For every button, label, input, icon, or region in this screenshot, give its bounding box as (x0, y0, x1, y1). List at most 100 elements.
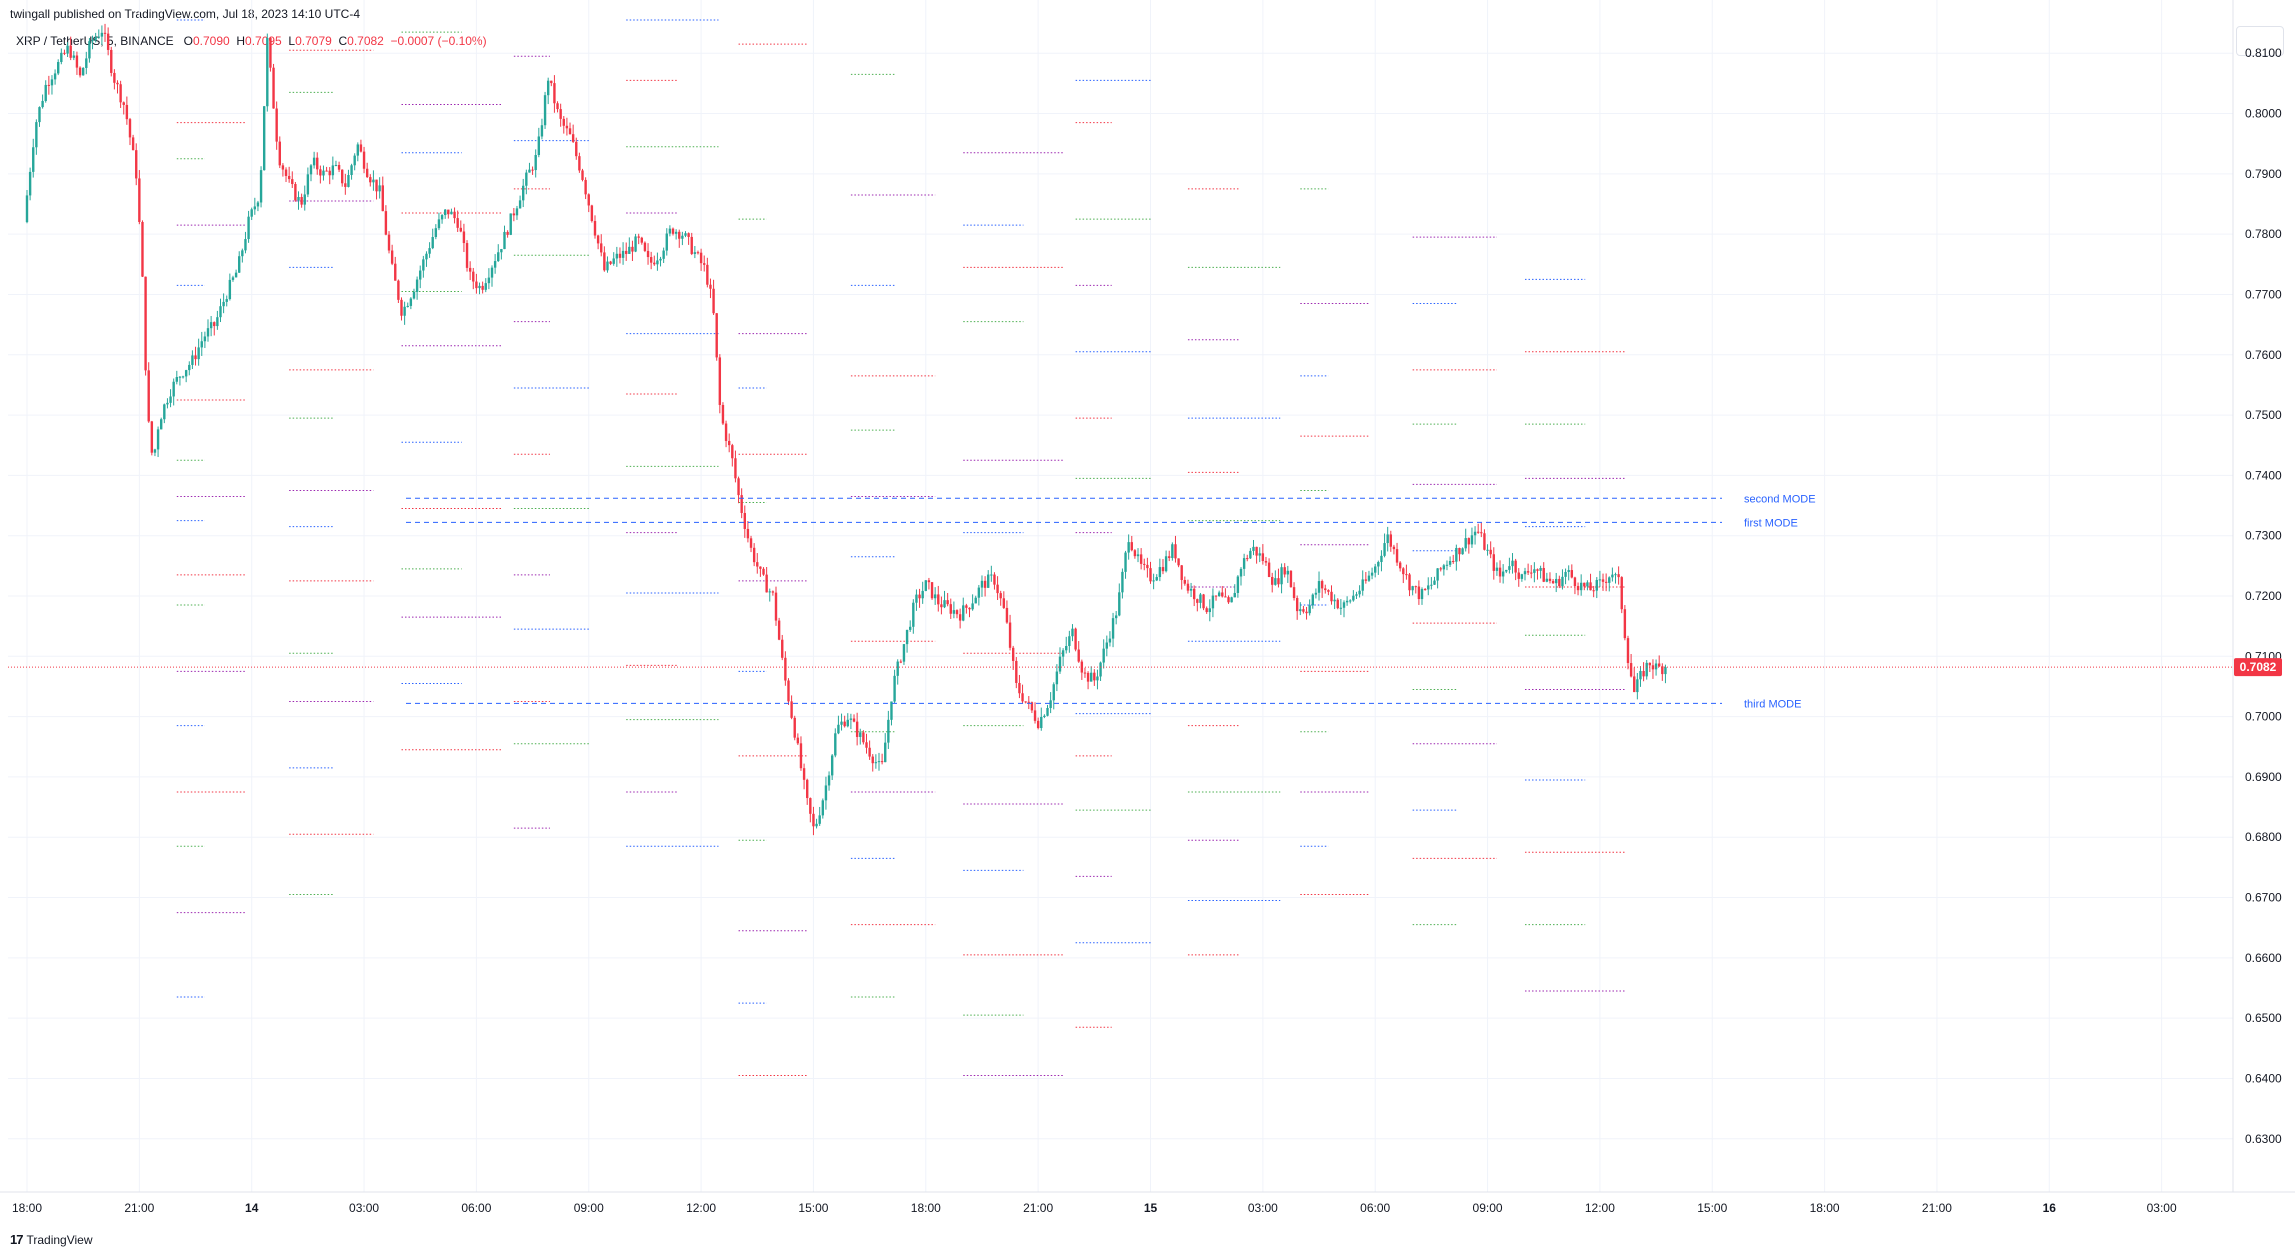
candle-body (699, 252, 703, 264)
candle-body (1324, 588, 1327, 591)
candle-body (1364, 579, 1368, 581)
candle-body (849, 718, 853, 720)
candle-body (1576, 586, 1580, 591)
candle-body (1002, 598, 1006, 608)
candle-body (1483, 533, 1486, 550)
candle-body (1311, 594, 1314, 606)
candle-body (381, 185, 384, 212)
high-value: 0.7095 (245, 34, 282, 48)
candle-body (746, 528, 750, 539)
time-axis[interactable]: 18:00 21:00 14 03:00 06:00 09:00 12:00 15:00 18:… (12, 1201, 2177, 1215)
candle-body (490, 267, 494, 278)
candle-body (172, 381, 175, 397)
candle-body (771, 591, 775, 593)
candle-body (1514, 560, 1517, 573)
candle-body (359, 144, 363, 152)
candle-body (53, 73, 57, 80)
candle-body (696, 252, 700, 254)
candle-body (656, 260, 659, 265)
candle-body (213, 322, 216, 327)
candle-body (1561, 576, 1564, 587)
candle-body (272, 67, 275, 109)
candle-body (1545, 578, 1549, 582)
candle-body (1058, 656, 1062, 672)
candle-body (1108, 638, 1112, 643)
candle-body (840, 721, 843, 725)
candle-body (1174, 544, 1177, 559)
candle-body (103, 32, 107, 34)
candle-body (28, 171, 32, 196)
candle-body (281, 165, 285, 170)
candlestick-series (25, 23, 1667, 836)
candle-body (244, 239, 247, 251)
candle-body (862, 732, 865, 743)
candle-body (1027, 701, 1030, 703)
candle-body (1339, 607, 1343, 609)
candle-body (971, 603, 974, 610)
price-axis[interactable]: 0.8100 0.8000 0.7900 0.7800 0.7700 0.7600 0.75… (2245, 46, 2282, 1146)
candle-body (1283, 567, 1286, 575)
y-tick-label: 0.7600 (2245, 348, 2282, 362)
candle-body (1570, 570, 1574, 578)
close-label: C (338, 34, 348, 48)
candle-body (684, 233, 687, 236)
candle-body (880, 761, 884, 763)
candle-body (493, 261, 497, 268)
candle-body (759, 566, 762, 569)
candle-body (443, 209, 447, 216)
candle-body (81, 67, 85, 76)
candle-body (787, 680, 790, 702)
candle-body (78, 67, 82, 76)
candle-body (762, 568, 765, 575)
candle-body (1601, 579, 1605, 582)
candle-body (827, 775, 831, 786)
candle-body (1517, 572, 1520, 579)
candle-body (571, 134, 575, 142)
candle-body (628, 246, 631, 254)
candle-body (1186, 583, 1190, 591)
candle-body (369, 177, 372, 183)
candle-body (1096, 676, 1099, 681)
candle-body (1033, 710, 1037, 721)
scale-settings-button[interactable] (2236, 26, 2284, 56)
candle-body (472, 271, 475, 282)
candle-body (278, 141, 281, 166)
y-tick-label: 0.7400 (2245, 468, 2282, 482)
candle-body (159, 419, 163, 430)
candle-body (709, 284, 712, 289)
candle-body (621, 250, 625, 258)
candle-body (1398, 562, 1402, 569)
candle-body (225, 299, 228, 302)
mode-label: second MODE (1744, 493, 1816, 505)
candle-body (937, 594, 940, 605)
candle-body (1074, 628, 1077, 650)
x-tick-label: 18:00 (911, 1201, 941, 1215)
candle-body (319, 169, 322, 176)
candle-body (806, 779, 809, 799)
candle-body (440, 215, 444, 220)
candle-body (434, 228, 438, 238)
candle-body (615, 253, 619, 259)
candle-body (703, 263, 706, 265)
candle-body (325, 170, 328, 172)
candle-body (44, 84, 47, 101)
symbol-label[interactable]: XRP / TetherUS, 5, BINANCE (16, 34, 174, 48)
candle-body (1236, 576, 1240, 593)
candle-body (1164, 556, 1168, 572)
candle-body (868, 747, 871, 757)
candle-body (88, 41, 91, 59)
candle-body (1264, 561, 1268, 563)
candle-body (316, 157, 319, 170)
candle-body (1121, 571, 1124, 593)
candle-body (1139, 554, 1143, 564)
candle-body (262, 106, 266, 171)
candle-body (855, 721, 859, 737)
candle-body (1255, 546, 1258, 556)
candle-body (1049, 700, 1052, 708)
candle-body (578, 156, 581, 171)
change-value: −0.0007 (−0.10%) (390, 34, 487, 48)
tradingview-brand[interactable]: 17 TradingView (10, 1232, 93, 1247)
candle-body (1498, 567, 1502, 577)
candle-body (1355, 594, 1358, 596)
